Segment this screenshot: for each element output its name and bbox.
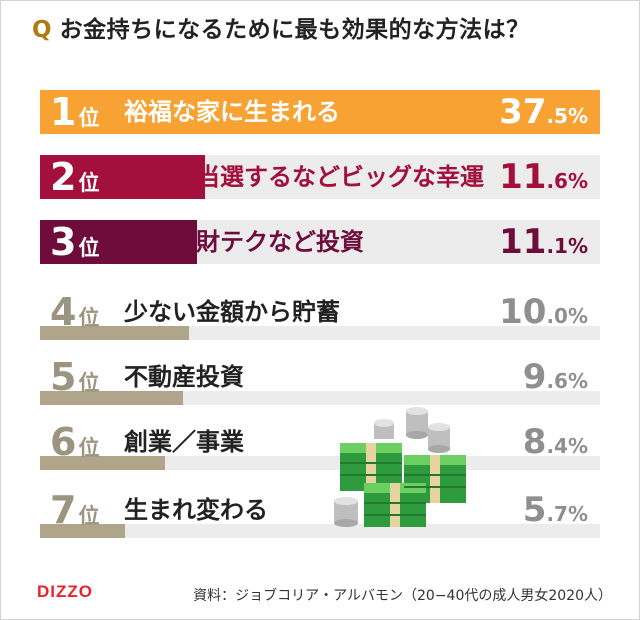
- value-integer: 9: [522, 357, 547, 397]
- bar: [40, 456, 165, 470]
- rank-suffix: 位: [78, 436, 100, 460]
- value-integer: 37: [499, 92, 547, 132]
- value-integer: 5: [522, 490, 547, 530]
- money-stacks-icon: [334, 407, 466, 527]
- rank-number: 6: [50, 420, 77, 464]
- bar-track: [40, 524, 600, 538]
- value-integer: 11: [499, 157, 547, 197]
- value-decimal: .7%: [546, 502, 588, 526]
- rank-number: 5: [50, 355, 77, 399]
- value-decimal: .0%: [546, 304, 588, 328]
- rank-suffix: 位: [78, 171, 100, 195]
- rank-row: 6位 創業／事業 8.4%: [40, 410, 600, 470]
- rank-label: 6位: [50, 420, 99, 464]
- bar: [40, 391, 183, 405]
- chart-title: Q お金持ちになるために最も効果的な方法は？: [32, 12, 530, 48]
- value-decimal: .6%: [546, 169, 588, 193]
- value-decimal: .1%: [546, 234, 588, 258]
- title-text: お金持ちになるために最も効果的な方法は？: [59, 17, 530, 43]
- coin-stack-front-icon: [334, 497, 358, 527]
- rank-row: 3位 株式、財テクなど投資 11.1%: [40, 210, 600, 270]
- item-label: ロトに当選するなどビッグな幸運: [124, 163, 484, 191]
- rank-suffix: 位: [78, 371, 100, 395]
- rank-number: 2: [50, 155, 77, 199]
- rank-row: 1位 裕福な家に生まれる 37.5%: [40, 80, 600, 140]
- value-integer: 10: [499, 292, 547, 332]
- value-label: 5.7%: [523, 488, 588, 532]
- question-mark-label: Q: [32, 17, 52, 43]
- item-label: 株式、財テクなど投資: [124, 228, 364, 256]
- value-label: 11.6%: [499, 155, 588, 199]
- item-label: 不動産投資: [124, 363, 244, 391]
- bar: [40, 90, 600, 134]
- item-label: 裕福な家に生まれる: [124, 98, 340, 126]
- rank-label: 2位: [50, 155, 99, 199]
- rank-label: 1位: [50, 90, 99, 134]
- value-integer: 8: [522, 422, 547, 462]
- rank-label: 5位: [50, 355, 99, 399]
- rank-label: 4位: [50, 290, 99, 334]
- value-label: 10.0%: [499, 290, 588, 334]
- item-label: 創業／事業: [124, 428, 244, 456]
- source-note: 資料：ジョブコリア・アルバモン（20−40代の成人男女2020人）: [193, 588, 612, 604]
- value-label: 9.6%: [523, 355, 588, 399]
- rank-number: 3: [50, 220, 77, 264]
- rank-row: 7位 生まれ変わる 5.7%: [40, 478, 600, 538]
- value-decimal: .4%: [546, 434, 588, 458]
- value-decimal: .6%: [546, 369, 588, 393]
- coin-stack-icon: [374, 407, 450, 453]
- rank-label: 7位: [50, 488, 99, 532]
- value-label: 11.1%: [499, 220, 588, 264]
- rank-row: 4位 少ない金額から貯蓄 10.0%: [40, 280, 600, 340]
- rank-suffix: 位: [78, 106, 100, 130]
- bar: [40, 524, 125, 538]
- rank-suffix: 位: [78, 504, 100, 528]
- rank-number: 4: [50, 290, 77, 334]
- value-label: 37.5%: [499, 90, 588, 134]
- bill-stack-icon: [340, 443, 466, 527]
- item-label: 少ない金額から貯蓄: [124, 298, 340, 326]
- item-label: 生まれ変わる: [124, 496, 268, 524]
- bar: [40, 155, 205, 199]
- value-integer: 11: [499, 222, 547, 262]
- rank-number: 1: [50, 90, 77, 134]
- rank-row: 2位 ロトに当選するなどビッグな幸運 11.6%: [40, 145, 600, 205]
- value-label: 8.4%: [523, 420, 588, 464]
- rank-number: 7: [50, 488, 77, 532]
- rank-label: 3位: [50, 220, 99, 264]
- value-decimal: .5%: [546, 104, 588, 128]
- rank-row: 5位 不動産投資 9.6%: [40, 345, 600, 405]
- brand-logo: DIZZO: [37, 582, 93, 601]
- rank-suffix: 位: [78, 306, 100, 330]
- bar: [40, 220, 197, 264]
- bar: [40, 326, 189, 340]
- rank-suffix: 位: [78, 236, 100, 260]
